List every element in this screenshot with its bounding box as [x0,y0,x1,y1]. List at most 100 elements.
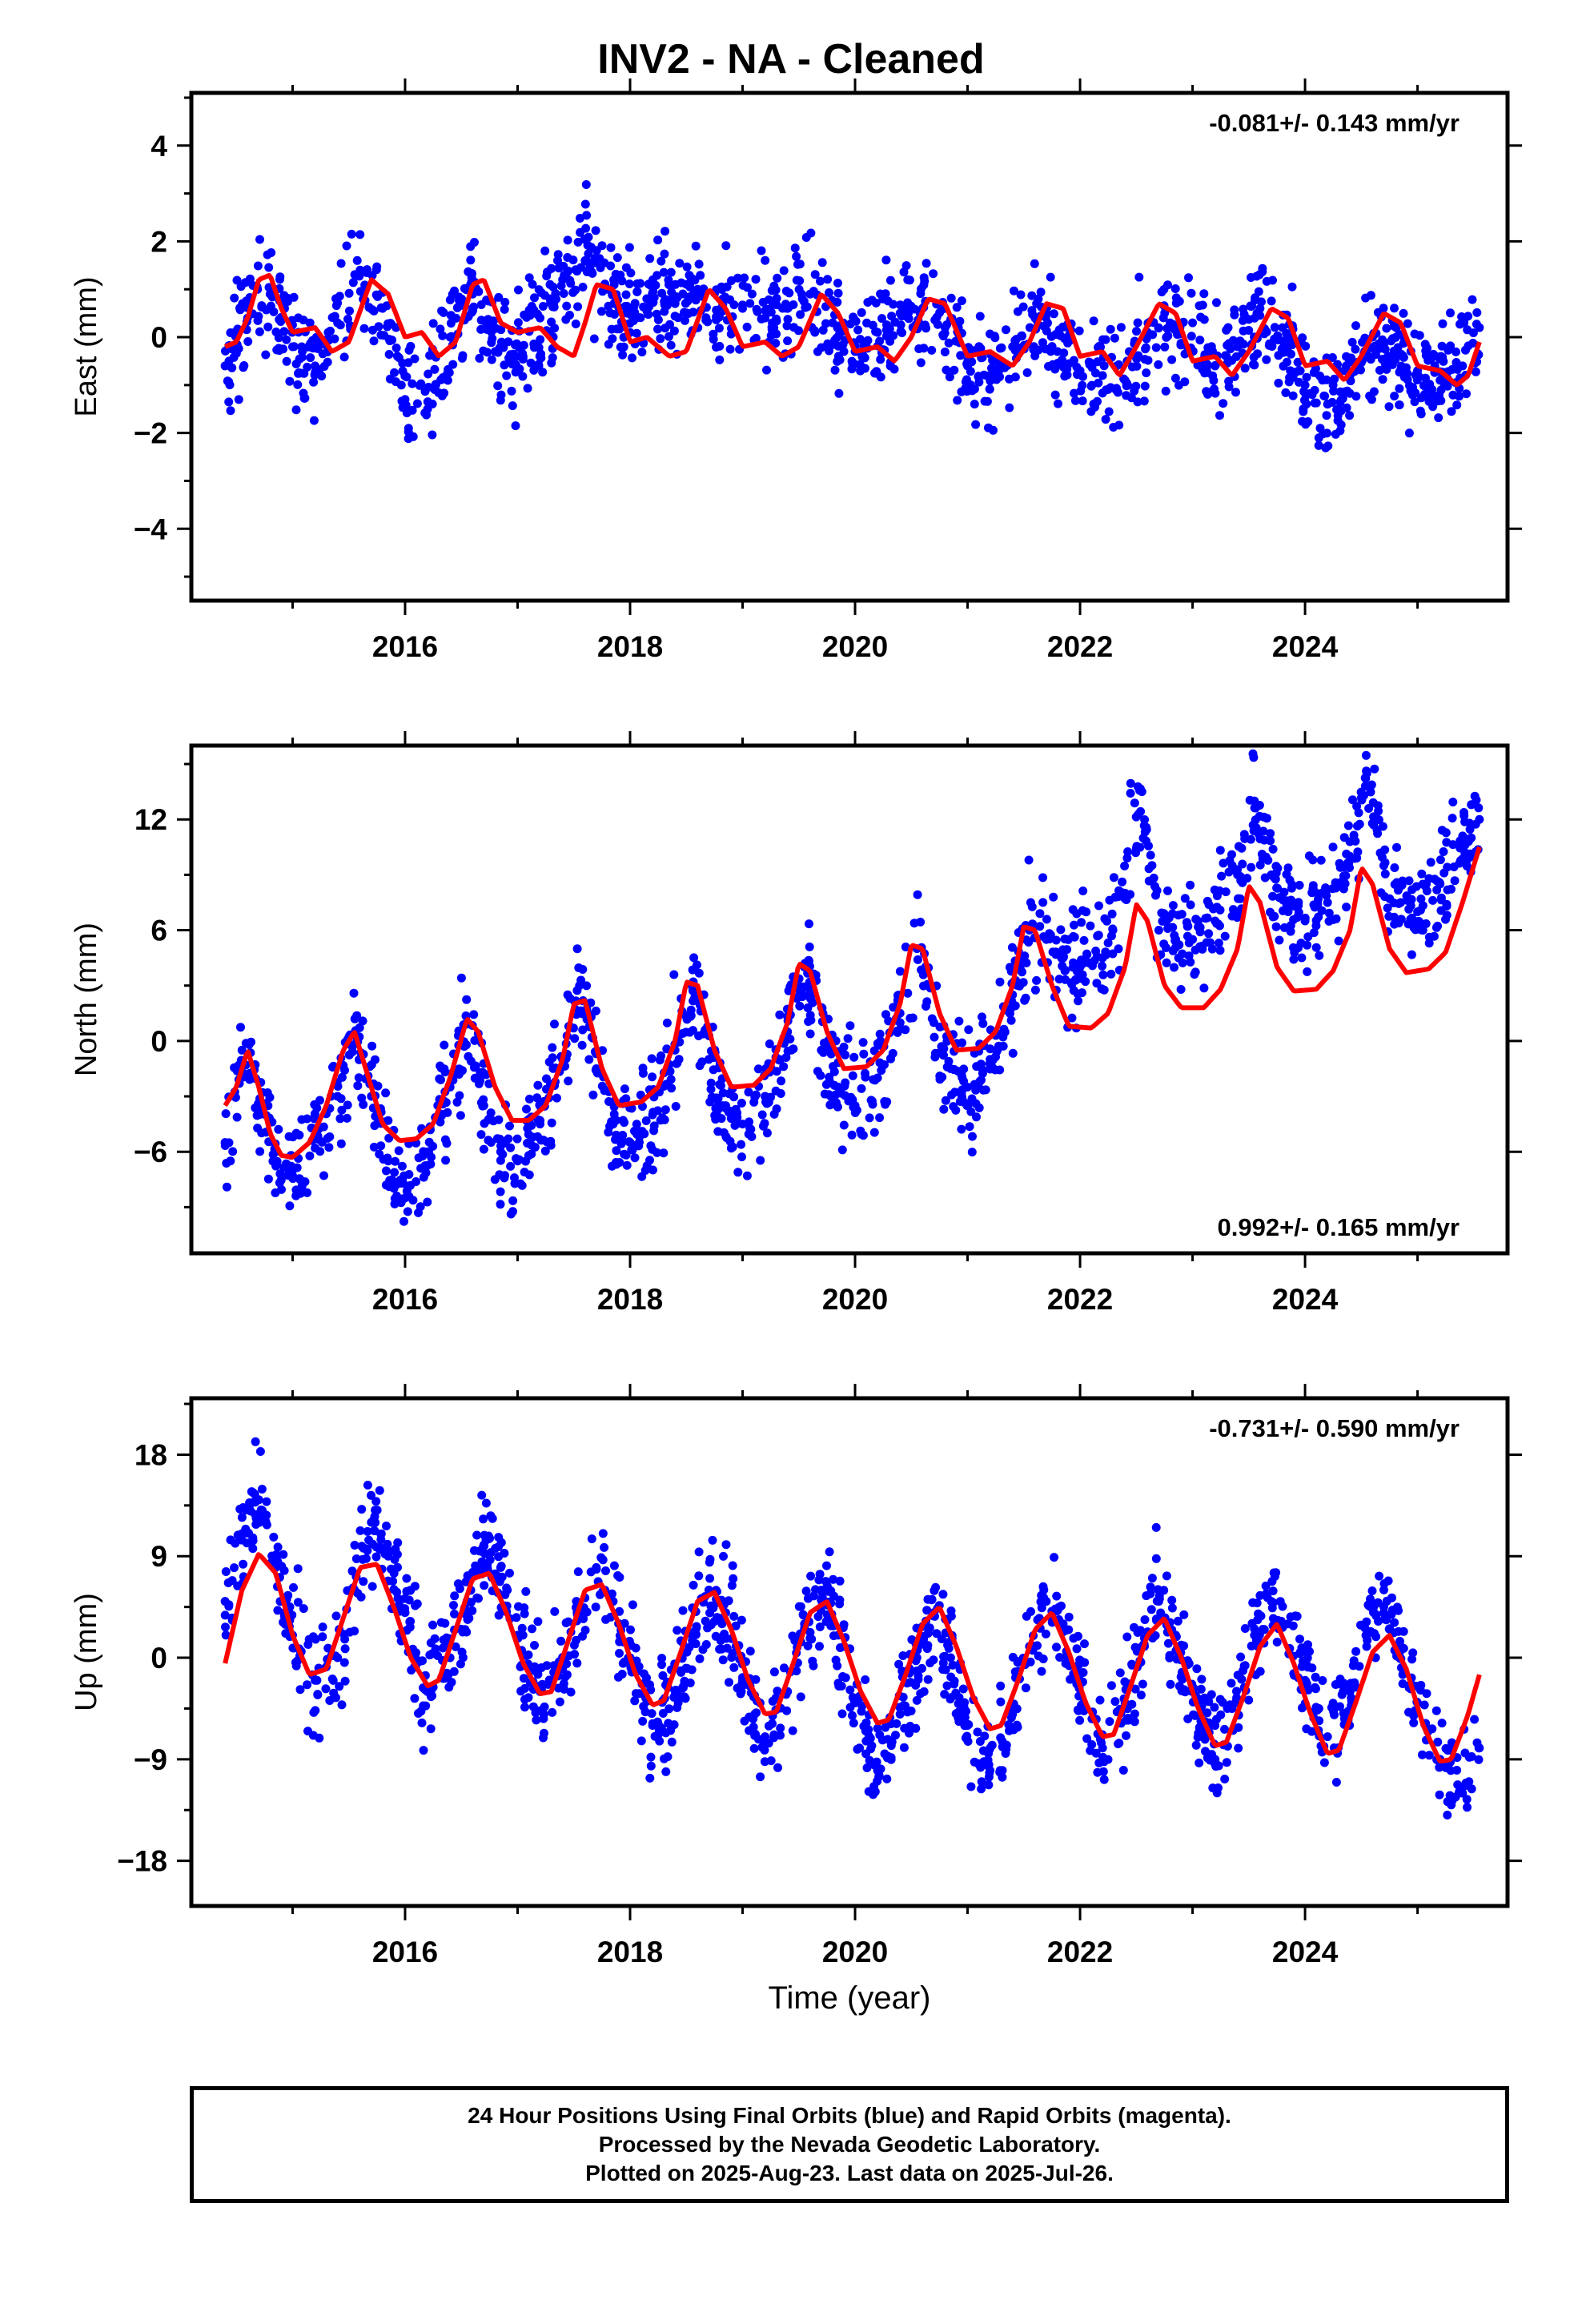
east-observation-point [494,292,504,302]
north-observation-point [1362,766,1371,776]
north-observation-point [1092,951,1102,961]
north-observation-point [406,1180,415,1190]
up-observation-point [1297,1662,1307,1671]
up-observation-point [519,1674,528,1683]
east-observation-point [581,180,591,189]
up-observation-point [788,1726,797,1735]
east-observation-point [1000,363,1010,372]
north-observation-point [423,1197,432,1207]
up-observation-point [673,1626,682,1635]
north-observation-point [825,1072,834,1082]
north-observation-point [805,942,814,951]
east-observation-point [1378,335,1387,344]
north-observation-point [1331,878,1340,887]
east-observation-point [715,341,725,351]
north-observation-point [1098,961,1107,971]
east-observation-point [596,307,606,316]
east-observation-point [669,326,679,336]
up-observation-point [1178,1675,1187,1684]
north-observation-point [1068,905,1078,915]
east-observation-point [781,304,790,313]
up-xlabel: Time (year) [769,1980,931,2016]
north-observation-point [836,1088,845,1098]
north-observation-point [1191,915,1201,924]
east-observation-point [1287,340,1297,350]
east-observation-point [799,296,809,306]
east-observation-point [1017,332,1026,341]
east-observation-point [1251,293,1260,303]
east-observation-point [1382,353,1391,363]
north-observation-point [1186,880,1195,890]
up-observation-point [803,1641,813,1651]
up-observation-point [984,1772,994,1782]
east-observation-point [1157,287,1166,297]
north-observation-point [1118,877,1127,887]
north-observation-point [1207,944,1217,954]
north-observation-point [1108,949,1118,959]
east-observation-point [1032,299,1042,308]
north-observation-point [1432,885,1442,895]
north-observation-point [1070,920,1078,930]
east-observation-point [1140,355,1150,364]
up-observation-point [809,1661,818,1671]
up-observation-point [262,1497,271,1506]
north-observation-point [896,1024,905,1034]
north-observation-point [729,1110,739,1120]
north-observation-point [414,1153,424,1163]
north-observation-point [1259,812,1269,822]
up-observation-point [792,1667,801,1675]
up-observation-point [1195,1758,1204,1767]
north-observation-point [1398,876,1407,886]
up-observation-point [293,1564,303,1574]
east-observation-point [1452,400,1462,410]
east-observation-point [1329,386,1339,396]
north-observation-point [1126,789,1135,798]
north-observation-point [572,986,582,995]
north-observation-point [1474,803,1484,813]
up-observation-point [1369,1608,1378,1617]
up-observation-point [474,1594,483,1603]
up-observation-point [1433,1737,1443,1747]
east-observation-point [311,368,320,377]
east-observation-point [737,300,747,310]
east-observation-point [1471,367,1480,376]
north-observation-point [510,1173,519,1183]
up-observation-point [491,1543,500,1553]
up-observation-point [811,1585,820,1594]
east-observation-point [833,279,842,287]
north-observation-point [367,1060,376,1069]
east-observation-point [1142,368,1151,378]
east-observation-point [1345,411,1355,420]
north-observation-point [350,1014,359,1023]
north-observation-point [548,1063,558,1073]
east-observation-point [885,275,895,285]
up-observation-point [1140,1615,1150,1624]
up-observation-point [496,1562,506,1571]
up-observation-point [689,1580,698,1590]
north-observation-point [1035,922,1045,931]
north-observation-point [455,1091,464,1100]
north-observation-point [456,1065,465,1075]
east-observation-point [1416,409,1426,419]
up-observation-point [1461,1779,1471,1787]
east-observation-point [956,351,966,360]
east-observation-point [665,280,673,289]
east-observation-point [224,397,234,407]
east-observation-point [661,295,670,304]
east-observation-point [496,337,506,347]
east-observation-point [1399,372,1409,382]
east-observation-point [1163,331,1173,340]
north-observation-point [1266,907,1275,917]
up-observation-point [1275,1597,1285,1606]
north-observation-point [1321,889,1331,899]
up-observation-point [1366,1594,1375,1604]
east-observation-point [889,364,899,374]
north-observation-point [954,1016,964,1026]
east-observation-point [511,421,520,431]
up-observation-point [533,1617,543,1626]
east-observation-point [768,318,777,328]
north-observation-point [574,963,584,972]
east-observation-point [957,387,966,396]
up-observation-point [1013,1657,1022,1667]
up-observation-point [1395,1637,1404,1646]
